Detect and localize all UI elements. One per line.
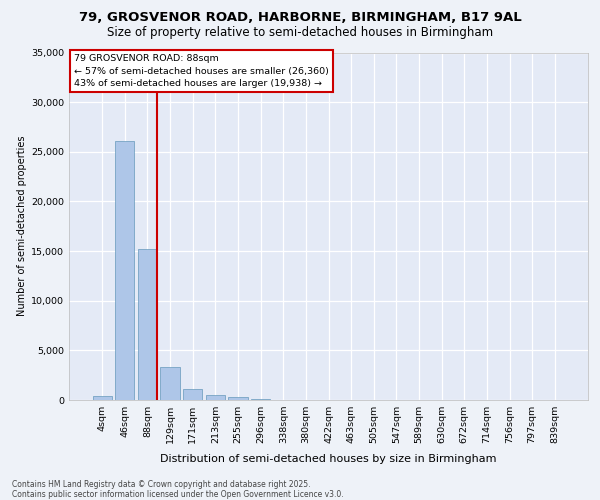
Y-axis label: Number of semi-detached properties: Number of semi-detached properties: [17, 136, 27, 316]
Text: Size of property relative to semi-detached houses in Birmingham: Size of property relative to semi-detach…: [107, 26, 493, 39]
Bar: [138, 249, 157, 400]
Text: Contains HM Land Registry data © Crown copyright and database right 2025.
Contai: Contains HM Land Registry data © Crown c…: [12, 480, 344, 499]
Bar: [251, 399, 270, 400]
Bar: [92, 396, 112, 400]
Bar: [229, 397, 248, 400]
Text: 79, GROSVENOR ROAD, HARBORNE, BIRMINGHAM, B17 9AL: 79, GROSVENOR ROAD, HARBORNE, BIRMINGHAM…: [79, 11, 521, 24]
Bar: [183, 389, 202, 400]
Bar: [206, 395, 225, 400]
X-axis label: Distribution of semi-detached houses by size in Birmingham: Distribution of semi-detached houses by …: [160, 454, 497, 464]
Text: 79 GROSVENOR ROAD: 88sqm
← 57% of semi-detached houses are smaller (26,360)
43% : 79 GROSVENOR ROAD: 88sqm ← 57% of semi-d…: [74, 54, 329, 88]
Bar: [115, 141, 134, 400]
Bar: [160, 367, 180, 400]
